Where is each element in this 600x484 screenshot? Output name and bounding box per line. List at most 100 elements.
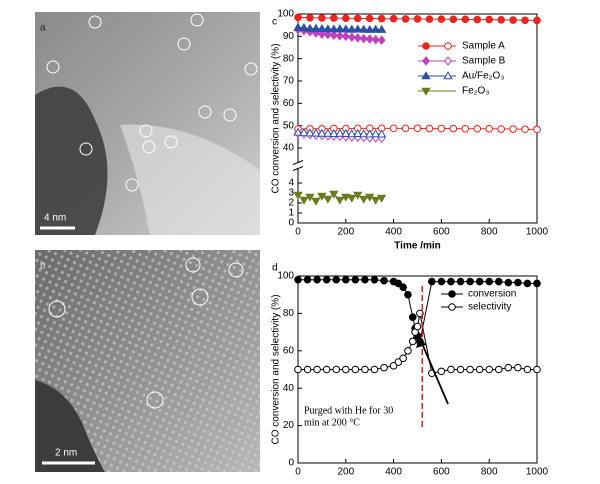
marker xyxy=(353,191,363,200)
marker xyxy=(330,14,338,22)
marker xyxy=(359,129,369,138)
marker xyxy=(449,15,458,24)
marker xyxy=(335,128,345,137)
marker xyxy=(456,277,465,286)
plot-frame xyxy=(297,13,538,224)
marker xyxy=(408,337,417,346)
marker xyxy=(376,194,387,203)
y-tick-label: 0 xyxy=(288,458,294,469)
marker xyxy=(299,196,309,205)
marker xyxy=(437,124,446,133)
annotation-arrowhead xyxy=(416,336,426,348)
marker xyxy=(389,124,398,133)
marker xyxy=(341,193,351,202)
marker xyxy=(353,128,363,138)
marker xyxy=(504,278,513,287)
marker xyxy=(533,16,541,25)
marker xyxy=(365,129,375,138)
marker xyxy=(473,124,482,133)
marker xyxy=(521,16,529,25)
marker xyxy=(313,275,321,284)
y-tick-label: 2 xyxy=(288,198,294,209)
marker xyxy=(422,42,430,50)
marker xyxy=(323,128,333,137)
y-tick-label: 60 xyxy=(283,98,295,109)
marker xyxy=(533,365,541,374)
y-tick-label: 100 xyxy=(277,271,294,282)
marker xyxy=(318,14,326,22)
marker xyxy=(444,42,452,50)
y-tick-label: 100 xyxy=(277,9,294,20)
marker xyxy=(413,124,422,133)
marker xyxy=(497,125,505,133)
marker xyxy=(342,365,350,374)
marker xyxy=(521,125,529,134)
legend-label: Sample B xyxy=(462,56,506,67)
y-tick-label: 50 xyxy=(283,120,295,131)
marker xyxy=(473,15,482,24)
x-tick-label: 1000 xyxy=(526,467,549,478)
marker xyxy=(323,195,333,204)
x-axis-label: Time /min xyxy=(394,241,441,252)
marker xyxy=(485,365,494,374)
marker xyxy=(303,275,312,284)
marker xyxy=(380,276,388,285)
panel-label: b xyxy=(40,261,46,272)
marker xyxy=(514,363,522,372)
panel-label: c xyxy=(272,17,277,28)
scale-bar-label: 2 nm xyxy=(55,448,77,459)
marker xyxy=(332,365,341,374)
marker xyxy=(359,195,369,204)
marker xyxy=(447,277,455,286)
marker xyxy=(466,365,474,374)
marker xyxy=(311,23,321,32)
marker xyxy=(456,365,465,374)
marker xyxy=(461,15,470,24)
x-tick-label: 400 xyxy=(385,467,402,478)
marker xyxy=(342,14,350,23)
y-tick-label: 40 xyxy=(283,143,295,154)
y-tick-label: 60 xyxy=(283,345,295,356)
marker xyxy=(461,124,470,133)
marker xyxy=(485,277,494,286)
marker xyxy=(359,33,368,44)
marker xyxy=(329,24,339,33)
marker xyxy=(305,23,315,32)
marker xyxy=(425,15,434,23)
scale-bar-label: 4 nm xyxy=(44,213,66,224)
marker xyxy=(448,303,456,311)
marker xyxy=(361,365,369,374)
marker xyxy=(413,322,422,331)
marker xyxy=(494,277,503,286)
y-tick-label: 4 xyxy=(288,178,294,189)
marker xyxy=(359,24,369,33)
marker xyxy=(341,24,351,33)
axis-break xyxy=(292,166,304,171)
marker xyxy=(428,277,436,286)
x-tick-label: 800 xyxy=(481,227,498,238)
marker xyxy=(323,24,333,33)
marker xyxy=(449,124,458,133)
marker xyxy=(389,14,398,23)
marker xyxy=(421,87,431,96)
marker xyxy=(335,31,344,41)
marker xyxy=(401,15,410,23)
marker xyxy=(485,15,494,24)
marker xyxy=(317,128,327,137)
marker xyxy=(329,190,339,199)
marker xyxy=(305,193,315,202)
y-tick-label: 1 xyxy=(288,208,294,219)
y-tick-label: 0 xyxy=(288,218,294,229)
marker xyxy=(293,127,303,136)
y-tick-label: 90 xyxy=(283,31,295,42)
marker xyxy=(347,129,357,138)
marker xyxy=(306,13,314,22)
marker xyxy=(448,290,456,298)
marker xyxy=(351,365,360,374)
y-tick-label: 80 xyxy=(283,53,295,64)
marker xyxy=(294,13,302,22)
marker xyxy=(322,365,331,374)
x-tick-label: 0 xyxy=(295,227,301,238)
marker xyxy=(437,277,446,286)
marker xyxy=(466,277,474,286)
